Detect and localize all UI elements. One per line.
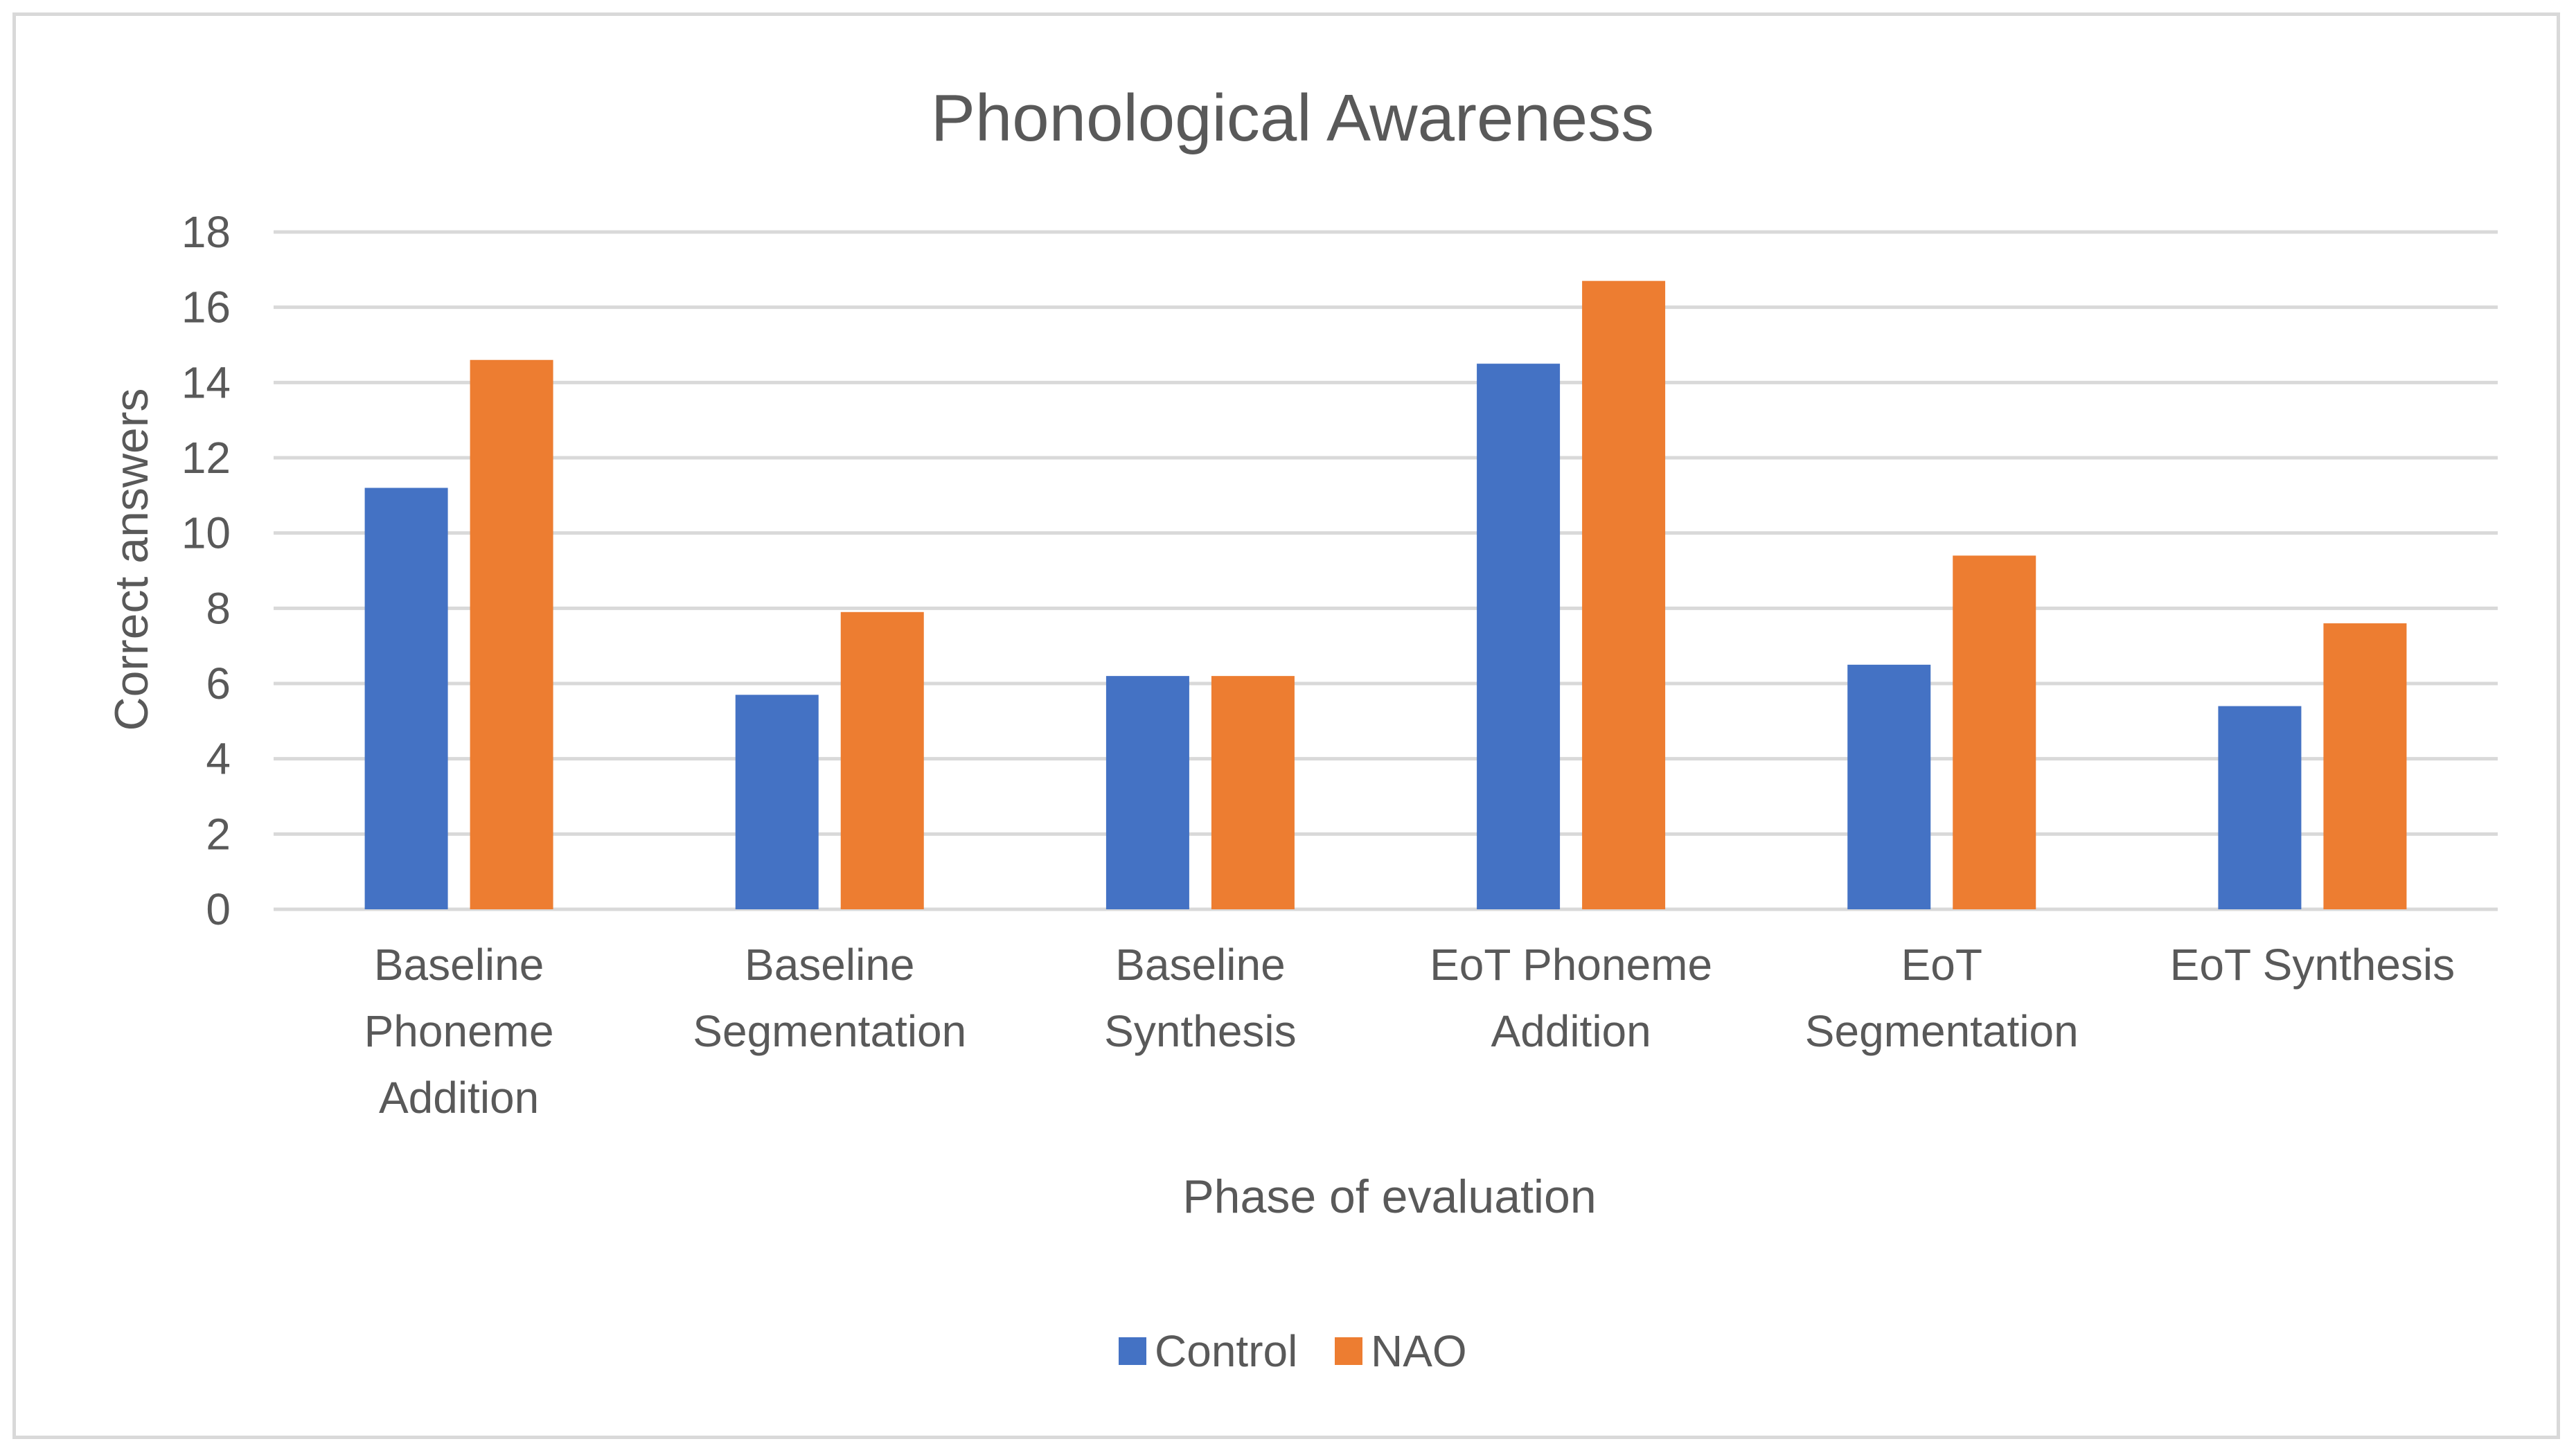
bar-nao-6	[2323, 623, 2407, 909]
bar-nao-1	[470, 359, 553, 909]
y-tick-label: 0	[206, 884, 231, 934]
y-axis-label: Correct answers	[105, 388, 158, 731]
legend-label-nao: NAO	[1371, 1326, 1467, 1376]
y-tick-label: 8	[206, 583, 231, 633]
legend-swatch-control	[1119, 1337, 1146, 1365]
legend-swatch-nao	[1335, 1337, 1362, 1365]
y-tick-label: 2	[206, 809, 231, 859]
y-tick-label: 6	[206, 659, 231, 708]
x-tick-label: EoT Synthesis	[2170, 940, 2455, 990]
y-tick-label: 18	[181, 207, 231, 257]
chart-svg: Phonological Awareness 0 2 4 6 8 10 12 14 16 18 B…	[105, 81, 2498, 1376]
chart-title: Phonological Awareness	[931, 81, 1654, 155]
x-tick-label: EoT Segmentation	[1805, 940, 2079, 1056]
bar-control-3	[1105, 676, 1189, 909]
bar-control-4	[1477, 364, 1561, 909]
bar-control-5	[1847, 664, 1931, 909]
x-axis-label: Phase of evaluation	[1182, 1170, 1596, 1223]
bar-nao-4	[1582, 280, 1666, 910]
x-tick-label: EoT Phoneme Addition	[1430, 940, 1712, 1056]
bar-control-6	[2218, 706, 2302, 909]
legend-label-control: Control	[1155, 1326, 1297, 1376]
chart-frame: Phonological Awareness 0 2 4 6 8 10 12 14 16 18 B…	[12, 12, 2560, 1439]
y-axis-ticks: 0 2 4 6 8 10 12 14 16 18	[181, 207, 231, 934]
legend: Control NAO	[1119, 1326, 1467, 1376]
x-tick-label: Baseline Synthesis	[1104, 940, 1296, 1056]
y-tick-label: 12	[181, 433, 231, 483]
bars	[364, 280, 2407, 910]
x-tick-label: Baseline Phoneme Addition	[364, 940, 554, 1123]
bar-control-1	[364, 488, 448, 909]
y-tick-label: 4	[206, 734, 231, 784]
bar-nao-3	[1211, 676, 1295, 909]
y-tick-label: 14	[181, 357, 231, 407]
gridlines	[274, 230, 2498, 911]
x-tick-label: Baseline Segmentation	[693, 940, 966, 1056]
x-axis-ticks: Baseline Phoneme Addition Baseline Segmentat…	[364, 940, 2455, 1123]
bar-control-2	[735, 695, 819, 909]
bar-nao-2	[840, 612, 924, 909]
bar-nao-5	[1953, 555, 2036, 909]
y-tick-label: 10	[181, 508, 231, 558]
y-tick-label: 16	[181, 283, 231, 332]
